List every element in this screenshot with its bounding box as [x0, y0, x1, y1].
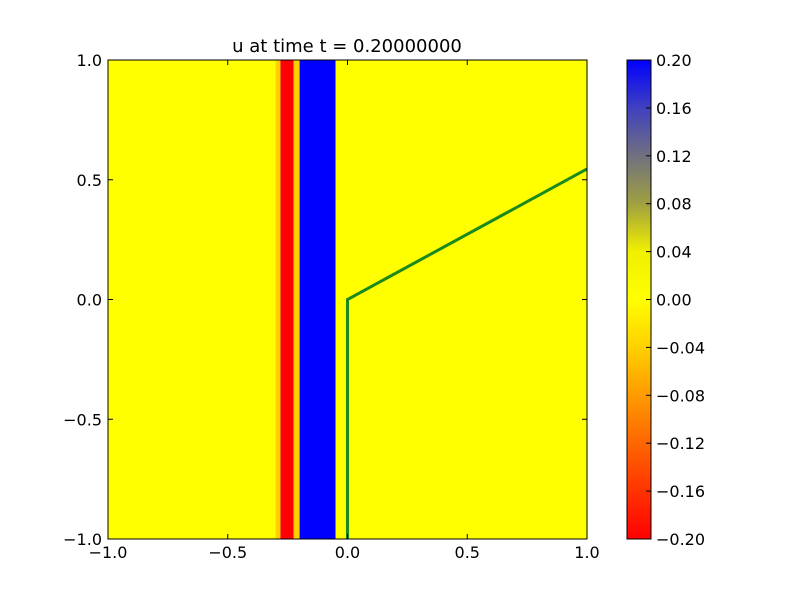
- heatmap-band: [275, 60, 281, 539]
- x-tick-label: −1.0: [89, 543, 128, 562]
- heatmap-band: [280, 60, 294, 539]
- y-tick-label: −1.0: [63, 530, 102, 549]
- x-tick-label: −0.5: [208, 543, 247, 562]
- colorbar-tick-label: −0.16: [656, 482, 705, 501]
- heatmap-bands: [275, 60, 336, 539]
- heatmap-band: [299, 60, 336, 539]
- x-tick-label: 0.0: [335, 543, 360, 562]
- colorbar: 0.20 0.16 0.12 0.08 0.04 0.00 −0.04 −0.08 −0.12 −…: [626, 51, 705, 549]
- colorbar-tick-label: −0.08: [656, 386, 705, 405]
- y-tick-label: 0.5: [77, 171, 102, 190]
- y-tick-label: −0.5: [63, 410, 102, 429]
- colorbar-tick-label: −0.20: [656, 530, 705, 549]
- colorbar-tick-label: 0.20: [656, 51, 692, 70]
- overlay-line: [346, 167, 587, 539]
- plot-area: [107, 59, 588, 540]
- y-tick-label: 1.0: [77, 51, 102, 70]
- colorbar-tick-label: −0.04: [656, 338, 705, 357]
- x-tick-label: 1.0: [574, 543, 599, 562]
- colorbar-tick-label: 0.00: [656, 291, 692, 310]
- chart-title: u at time t = 0.20000000: [232, 36, 462, 57]
- colorbar-tick-label: −0.12: [656, 434, 705, 453]
- y-tick-label: 0.0: [77, 291, 102, 310]
- x-axis: −1.0 −0.5 0.0 0.5 1.0: [89, 60, 600, 562]
- colorbar-tick-label: 0.12: [656, 147, 692, 166]
- colorbar-tick-label: 0.04: [656, 243, 692, 262]
- y-axis: −1.0 −0.5 0.0 0.5 1.0: [63, 51, 587, 549]
- colorbar-tick-label: 0.08: [656, 195, 692, 214]
- x-tick-label: 0.5: [455, 543, 480, 562]
- heatmap-band: [293, 60, 300, 539]
- colorbar-tick-label: 0.16: [656, 99, 692, 118]
- colorbar-ticks: 0.20 0.16 0.12 0.08 0.04 0.00 −0.04 −0.08 −0.12 −…: [646, 51, 705, 549]
